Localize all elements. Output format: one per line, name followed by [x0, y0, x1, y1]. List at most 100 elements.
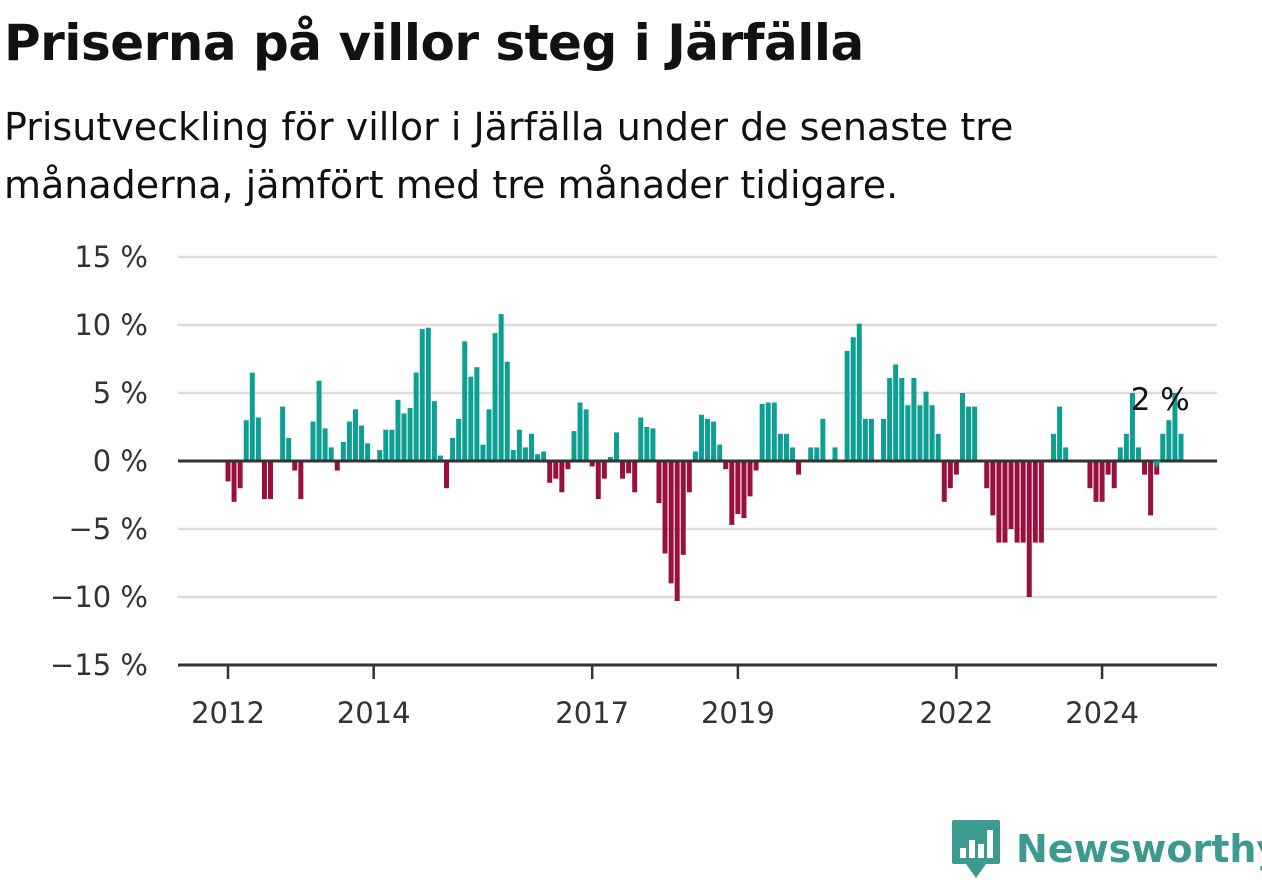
bar: [868, 418, 874, 461]
bar: [1008, 461, 1014, 529]
bar: [729, 461, 735, 525]
bar: [741, 461, 747, 519]
bar: [881, 418, 887, 461]
bar: [644, 427, 650, 461]
x-tick-label: 2017: [555, 696, 629, 730]
bar: [698, 414, 704, 461]
bar: [553, 461, 559, 479]
bar: [638, 417, 644, 461]
bar: [328, 447, 334, 461]
bar: [607, 456, 613, 461]
bar: [680, 461, 686, 555]
y-tick-label: 5 %: [93, 376, 148, 410]
bar: [668, 461, 674, 584]
bar: [444, 461, 450, 489]
bar: [352, 409, 358, 461]
bar: [571, 431, 577, 461]
bar: [237, 461, 243, 489]
bar: [462, 341, 468, 461]
bar: [316, 380, 322, 461]
bar: [395, 399, 401, 461]
annotation-marker: [1152, 460, 1161, 469]
bar: [1051, 433, 1057, 461]
bar: [686, 461, 692, 493]
axes: [178, 459, 1217, 679]
bar: [292, 461, 298, 471]
bar: [911, 378, 917, 461]
bar: [322, 428, 328, 461]
bar: [231, 461, 237, 502]
bar: [1063, 447, 1069, 461]
bar: [1160, 433, 1166, 461]
bar: [1002, 461, 1008, 543]
bar: [929, 405, 935, 461]
bar: [1117, 447, 1123, 461]
bar: [705, 418, 711, 461]
bar: [765, 402, 771, 461]
bar: [984, 461, 990, 489]
bar: [280, 406, 286, 461]
bar: [480, 444, 486, 461]
bar: [255, 417, 261, 461]
bar: [996, 461, 1002, 543]
bar: [972, 406, 978, 461]
bar: [1178, 433, 1184, 461]
bar: [832, 447, 838, 461]
latest-value-annotation: 2 %: [1131, 382, 1190, 418]
bar: [413, 372, 419, 461]
bar: [565, 461, 571, 470]
y-tick-label: −5 %: [68, 512, 148, 546]
bar: [783, 433, 789, 461]
y-tick-label: 10 %: [74, 308, 148, 342]
bar: [966, 406, 972, 461]
bar: [510, 450, 516, 461]
bar: [1093, 461, 1099, 502]
bar: [1032, 461, 1038, 543]
bar: [1020, 461, 1026, 543]
bar: [529, 433, 534, 461]
bar: [267, 461, 273, 500]
bar: [947, 461, 953, 489]
bar: [887, 378, 893, 461]
bar: [365, 443, 371, 461]
bar: [674, 461, 680, 602]
bar: [535, 454, 541, 461]
bar: [711, 421, 717, 461]
x-tick-label: 2022: [919, 696, 993, 730]
bar: [401, 413, 407, 461]
bar: [777, 433, 783, 461]
bar: [225, 461, 231, 482]
bar: [1038, 461, 1044, 543]
bar: [431, 401, 437, 461]
bar: [243, 420, 249, 461]
bar: [692, 451, 698, 461]
y-tick-label: −15 %: [50, 648, 148, 682]
bar: [377, 450, 383, 461]
bar: [747, 461, 753, 497]
bar: [717, 444, 723, 461]
bar: [595, 461, 601, 500]
bar: [935, 433, 941, 461]
bar: [456, 418, 462, 461]
bar: [334, 461, 340, 471]
bar: [632, 461, 638, 493]
bars: [225, 314, 1184, 602]
bar: [808, 447, 814, 461]
bar: [261, 461, 267, 500]
bar: [407, 407, 413, 461]
x-tick-label: 2014: [337, 696, 411, 730]
bar: [340, 441, 346, 461]
x-tick-label: 2024: [1065, 696, 1139, 730]
newsworthy-bar-chart-icon: [952, 820, 1000, 878]
bar: [771, 402, 777, 461]
bar: [468, 376, 474, 461]
bar: [953, 461, 959, 475]
bar: [486, 409, 492, 461]
bar: [959, 393, 965, 461]
bar: [814, 447, 820, 461]
bar: [1087, 461, 1093, 489]
bar: [1129, 393, 1135, 461]
x-tick-label: 2012: [191, 696, 265, 730]
bar: [759, 403, 765, 461]
x-tick-label: 2019: [701, 696, 775, 730]
